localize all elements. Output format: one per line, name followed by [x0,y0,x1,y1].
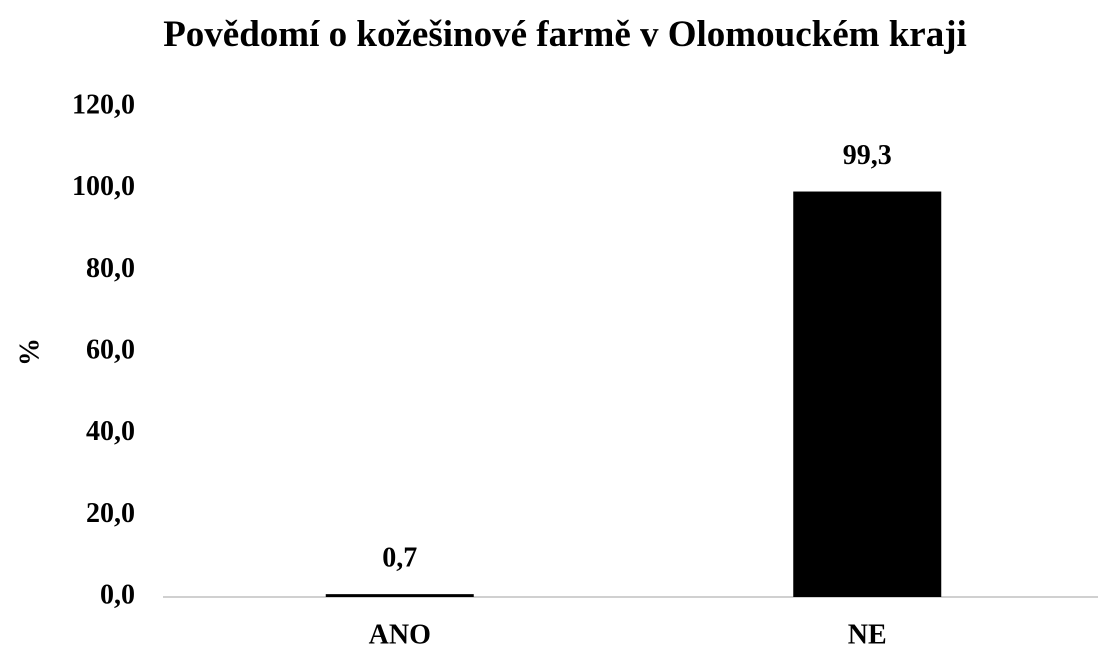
y-tick-label: 80,0 [86,253,135,284]
y-axis-label: % [14,338,45,366]
y-tick-label: 0,0 [100,579,135,610]
bar [325,594,474,597]
chart-title: Povědomí o kožešinové farmě v Olomouckém… [163,14,967,55]
y-tick-label: 120,0 [72,89,135,120]
y-tick-label: 20,0 [86,498,135,529]
data-label: 99,3 [843,140,892,171]
bar [793,191,942,597]
y-tick-label: 60,0 [86,334,135,365]
x-tick-label: ANO [369,619,431,650]
data-label: 0,7 [382,543,417,574]
y-tick-label: 40,0 [86,416,135,447]
y-tick-label: 100,0 [72,171,135,202]
x-tick-label: NE [848,619,887,650]
